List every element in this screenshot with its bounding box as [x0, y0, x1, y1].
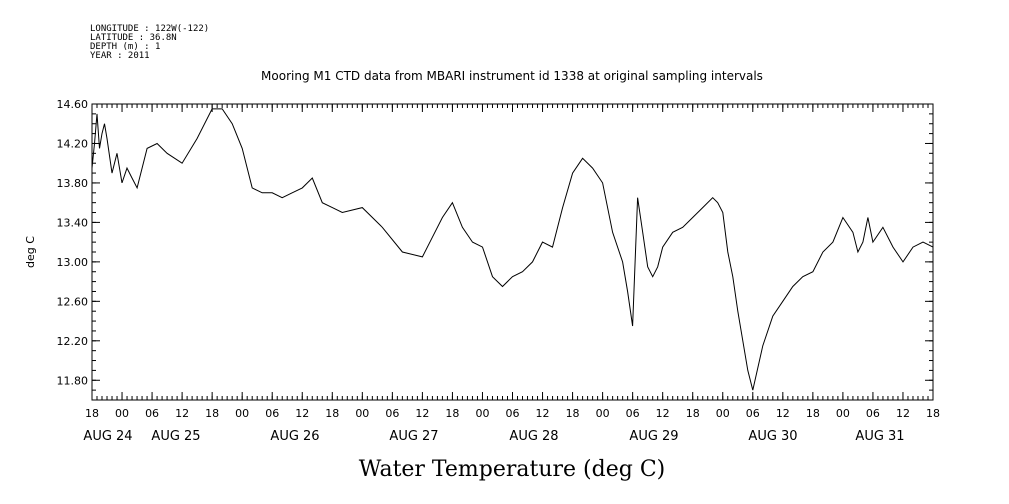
x-date-label: AUG 28 — [509, 429, 558, 444]
y-tick-label: 11.80 — [57, 374, 89, 387]
x-hour-label: 12 — [175, 407, 189, 420]
x-hour-label: 00 — [355, 407, 369, 420]
x-date-label: AUG 27 — [389, 429, 438, 444]
x-hour-label: 06 — [265, 407, 279, 420]
x-hour-label: 06 — [626, 407, 640, 420]
x-tick-labels: 18 00 06 12 18 00 06 12 18 00 06 12 18 00 06 12 18 00 06 12… — [85, 407, 940, 420]
y-tick-label: 12.20 — [57, 335, 89, 348]
x-axis-label: Water Temperature (deg C) — [359, 457, 666, 482]
x-date-label: AUG 25 — [151, 429, 200, 444]
x-hour-label: 12 — [295, 407, 309, 420]
x-date-label: AUG 24 — [83, 429, 132, 444]
x-hour-label: 06 — [385, 407, 399, 420]
x-hour-label: 18 — [325, 407, 339, 420]
x-hour-label: 12 — [536, 407, 550, 420]
x-date-labels: AUG 24 AUG 25 AUG 26 AUG 27 AUG 28 AUG 29 AUG … — [83, 429, 904, 444]
y-tick-label: 14.20 — [57, 137, 89, 150]
x-hour-label: 00 — [235, 407, 249, 420]
x-hour-label: 06 — [506, 407, 520, 420]
x-hour-label: 12 — [415, 407, 429, 420]
x-date-label: AUG 31 — [855, 429, 904, 444]
x-date-label: AUG 30 — [748, 429, 797, 444]
series-line — [91, 108, 934, 391]
longitude-label: LONGITUDE : 122W(-122) — [90, 24, 209, 34]
x-hour-label: 06 — [746, 407, 760, 420]
latitude-label: LATITUDE : 36.8N — [90, 33, 177, 43]
x-hour-label: 12 — [776, 407, 790, 420]
x-hour-label: 00 — [716, 407, 730, 420]
x-hour-label: 18 — [686, 407, 700, 420]
y-tick-labels: 14.60 14.20 13.80 13.40 13.00 12.60 12.20 11.80 — [57, 98, 89, 387]
y-tick-label: 13.00 — [57, 256, 89, 269]
x-hour-label: 00 — [115, 407, 129, 420]
x-hour-label: 18 — [566, 407, 580, 420]
plot-frame — [91, 103, 934, 401]
x-hour-label: 18 — [926, 407, 940, 420]
depth-label: DEPTH (m) : 1 — [90, 42, 160, 52]
x-date-label: AUG 26 — [270, 429, 319, 444]
axis-ticks — [91, 103, 934, 401]
x-hour-label: 00 — [475, 407, 489, 420]
x-hour-label: 00 — [836, 407, 850, 420]
y-axis-label: deg C — [24, 236, 37, 268]
y-tick-label: 14.60 — [57, 98, 89, 111]
x-hour-label: 18 — [445, 407, 459, 420]
x-hour-label: 18 — [205, 407, 219, 420]
y-tick-label: 13.80 — [57, 177, 89, 190]
y-tick-label: 13.40 — [57, 216, 89, 229]
x-hour-label: 18 — [85, 407, 99, 420]
chart-title: Mooring M1 CTD data from MBARI instrumen… — [261, 69, 763, 83]
x-hour-label: 00 — [596, 407, 610, 420]
x-hour-label: 06 — [145, 407, 159, 420]
x-hour-label: 12 — [896, 407, 910, 420]
series-group — [91, 108, 934, 391]
y-tick-label: 12.60 — [57, 295, 89, 308]
x-hour-label: 12 — [656, 407, 670, 420]
year-label: YEAR : 2011 — [90, 51, 150, 61]
x-hour-label: 06 — [866, 407, 880, 420]
x-hour-label: 18 — [806, 407, 820, 420]
x-date-label: AUG 29 — [629, 429, 678, 444]
